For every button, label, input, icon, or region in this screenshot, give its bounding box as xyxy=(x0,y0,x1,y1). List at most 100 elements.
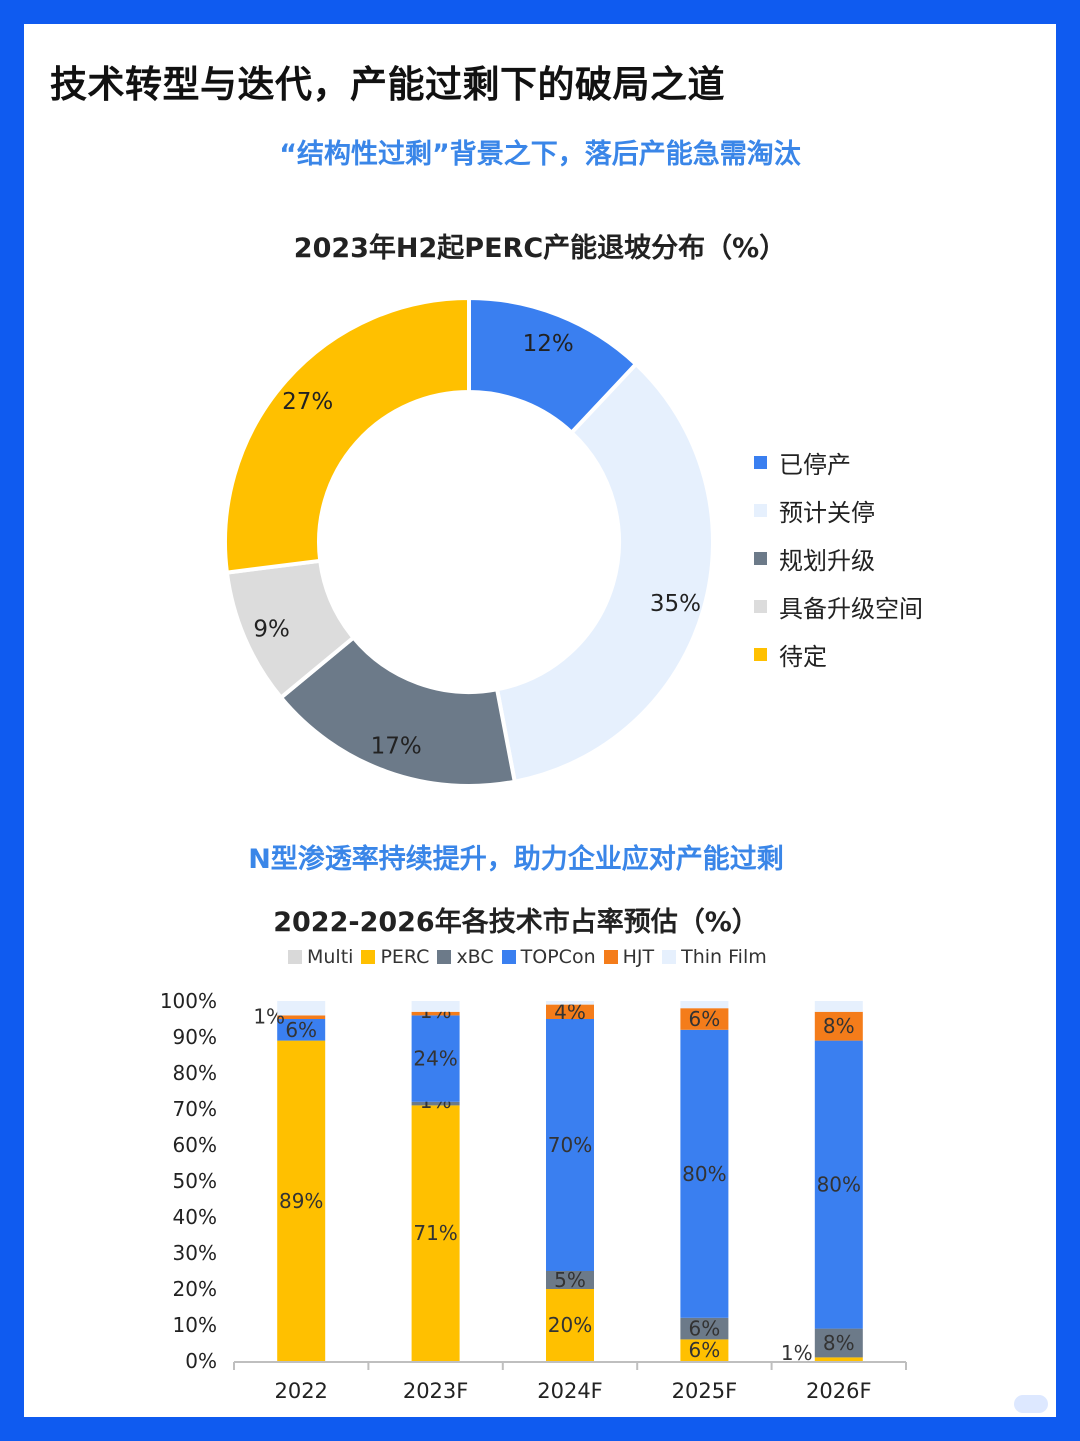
donut-legend-item-3: 具备升级空间 xyxy=(754,582,923,630)
bar-segment-xbc-2 xyxy=(546,1271,594,1289)
legend-label: 预计关停 xyxy=(779,498,875,527)
bar-segment-xbc-1 xyxy=(411,1101,460,1106)
donut-slice-2 xyxy=(278,634,518,788)
bar-segment-hjt-4 xyxy=(814,1011,863,1041)
legend-label: 规划升级 xyxy=(779,546,875,575)
infographic-card: 技术转型与迭代，产能过剩下的破局之道 “结构性过剩”背景之下，落后产能急需淘汰 … xyxy=(24,24,1056,1417)
donut-legend-item-4: 待定 xyxy=(754,630,923,678)
y-tick-label: 0% xyxy=(185,1349,217,1373)
bar-segment-perc-2 xyxy=(546,1289,594,1361)
legend-swatch xyxy=(754,551,767,565)
bar-data-label: 8% xyxy=(823,1331,855,1355)
y-tick-label: 80% xyxy=(173,1061,217,1085)
donut-slice-label-4: 27% xyxy=(282,389,333,415)
legend-swatch xyxy=(754,503,767,517)
bar-segment-thin-film-1 xyxy=(411,1001,460,1012)
bar-data-label: 24% xyxy=(413,1047,457,1071)
bar-data-label: 6% xyxy=(689,1007,721,1031)
bar-data-label: 70% xyxy=(548,1133,592,1157)
donut-legend-item-0: 已停产 xyxy=(754,438,923,486)
y-tick-label: 40% xyxy=(173,1205,217,1229)
bar-segment-perc-1 xyxy=(411,1105,460,1361)
y-tick-label: 60% xyxy=(173,1133,217,1157)
section-subtitle-2: N型渗透率持续提升，助力企业应对产能过剩 xyxy=(248,844,784,875)
bar-data-label: 6% xyxy=(689,1338,721,1362)
y-tick-label: 20% xyxy=(173,1277,217,1301)
x-category-label: 2026F xyxy=(806,1379,872,1403)
section-subtitle-1: “结构性过剩”背景之下，落后产能急需淘汰 xyxy=(279,139,801,170)
legend-label: 已停产 xyxy=(779,450,851,479)
y-tick-label: 90% xyxy=(173,1025,217,1049)
bar-segment-hjt-1 xyxy=(411,1011,460,1016)
donut-legend-item-1: 预计关停 xyxy=(754,486,923,534)
donut-slice-label-0: 12% xyxy=(523,331,574,357)
y-tick-label: 10% xyxy=(173,1313,217,1337)
donut-chart-title: 2023年H2起PERC产能退坡分布（%） xyxy=(293,233,787,264)
bar-segment-topcon-4 xyxy=(814,1040,863,1329)
bar-legend-item-0: Multi xyxy=(288,946,353,968)
legend-swatch xyxy=(662,950,677,964)
bar-segment-topcon-2 xyxy=(546,1019,594,1271)
bar-data-label: 89% xyxy=(279,1189,323,1213)
bar-data-label: 80% xyxy=(817,1173,861,1197)
donut-slice-4 xyxy=(223,295,471,575)
x-category-label: 2023F xyxy=(403,1379,469,1403)
legend-swatch xyxy=(603,950,618,964)
bar-segment-thin-film-4 xyxy=(814,1001,863,1012)
stacked-bar-chart: 0% 10% 20% 30% 40% 50% 60% 70% 80% 90% 100% 89% 6% 1%… xyxy=(160,989,907,1403)
bar-data-label: 6% xyxy=(689,1317,721,1341)
bar-segment-xbc-3 xyxy=(680,1317,729,1340)
x-category-label: 2025F xyxy=(672,1379,738,1403)
donut-legend-item-2: 规划升级 xyxy=(754,534,923,582)
legend-swatch xyxy=(361,950,376,964)
bar-legend: Multi PERC xBC TOPCon HJT Thin Film xyxy=(288,946,775,968)
bar-data-label: 8% xyxy=(823,1014,855,1038)
bar-legend-item-5: Thin Film xyxy=(662,946,767,968)
y-tick-label: 30% xyxy=(173,1241,217,1265)
bar-segment-hjt-3 xyxy=(680,1008,729,1030)
bar-segment-hjt-2 xyxy=(546,1004,594,1019)
bar-legend-item-4: HJT xyxy=(603,946,655,968)
legend-label: PERC xyxy=(380,946,430,968)
bar-legend-item-1: PERC xyxy=(361,946,429,968)
legend-label: 具备升级空间 xyxy=(779,594,923,623)
y-tick-label: 100% xyxy=(160,989,217,1013)
bar-segment-hjt-0 xyxy=(277,1015,326,1019)
legend-swatch xyxy=(754,455,767,469)
y-tick-label: 50% xyxy=(173,1169,217,1193)
bar-segment-topcon-0 xyxy=(277,1019,326,1041)
bar-legend-item-3: TOPCon xyxy=(501,946,596,968)
legend-swatch xyxy=(754,647,767,661)
bar-data-label: 71% xyxy=(413,1221,457,1245)
bar-segment-xbc-4 xyxy=(814,1328,863,1358)
donut-slice-label-1: 35% xyxy=(650,591,701,617)
bar-segment-topcon-3 xyxy=(680,1029,729,1318)
donut-chart: 12% 35% 17% 9% 27% xyxy=(223,295,715,788)
x-category-label: 2022 xyxy=(274,1379,327,1403)
bar-chart-title: 2022-2026年各技术市占率预估（%） xyxy=(273,907,759,938)
y-tick-label: 70% xyxy=(173,1097,217,1121)
legend-label: TOPCon xyxy=(520,946,596,968)
bar-segment-thin-film-3 xyxy=(680,1001,729,1009)
legend-label: Multi xyxy=(307,946,354,968)
legend-label: Thin Film xyxy=(681,946,767,968)
legend-label: HJT xyxy=(622,946,655,968)
donut-slice-label-3: 9% xyxy=(253,616,290,642)
bar-segment-perc-0 xyxy=(277,1040,326,1361)
donut-legend: 已停产预计关停规划升级具备升级空间 待定 xyxy=(754,438,923,678)
watermark-badge xyxy=(1014,1395,1048,1413)
donut-slice-1 xyxy=(494,361,715,785)
legend-swatch xyxy=(501,950,516,964)
page-title: 技术转型与迭代，产能过剩下的破局之道 xyxy=(50,63,725,106)
legend-label: xBC xyxy=(456,946,494,968)
bar-data-label: 6% xyxy=(285,1018,317,1042)
legend-swatch xyxy=(754,599,767,613)
bar-data-label: 20% xyxy=(548,1313,592,1337)
bar-segment-perc-4 xyxy=(814,1357,863,1361)
bar-data-label: 5% xyxy=(554,1268,586,1292)
donut-slice-label-2: 17% xyxy=(371,733,422,759)
bar-segment-thin-film-0 xyxy=(277,1001,326,1016)
bar-data-label: 80% xyxy=(682,1162,726,1186)
legend-swatch xyxy=(288,950,302,964)
legend-label: 待定 xyxy=(779,642,827,671)
